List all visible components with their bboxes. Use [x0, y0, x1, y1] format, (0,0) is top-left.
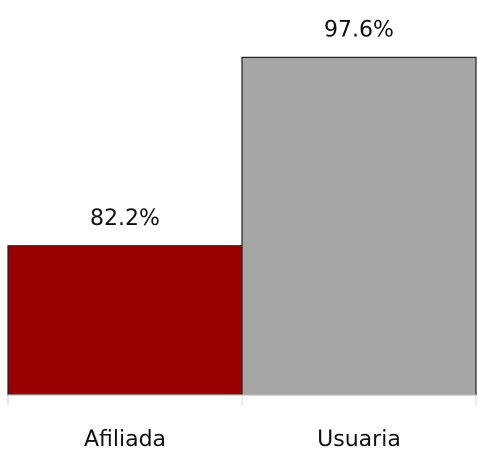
x-tick-label: Usuaria — [317, 427, 401, 452]
value-label: 82.2% — [90, 206, 160, 231]
bar — [7, 245, 243, 396]
bar — [241, 56, 477, 396]
x-tick-label: Afiliada — [84, 427, 166, 452]
value-label: 97.6% — [324, 17, 394, 42]
